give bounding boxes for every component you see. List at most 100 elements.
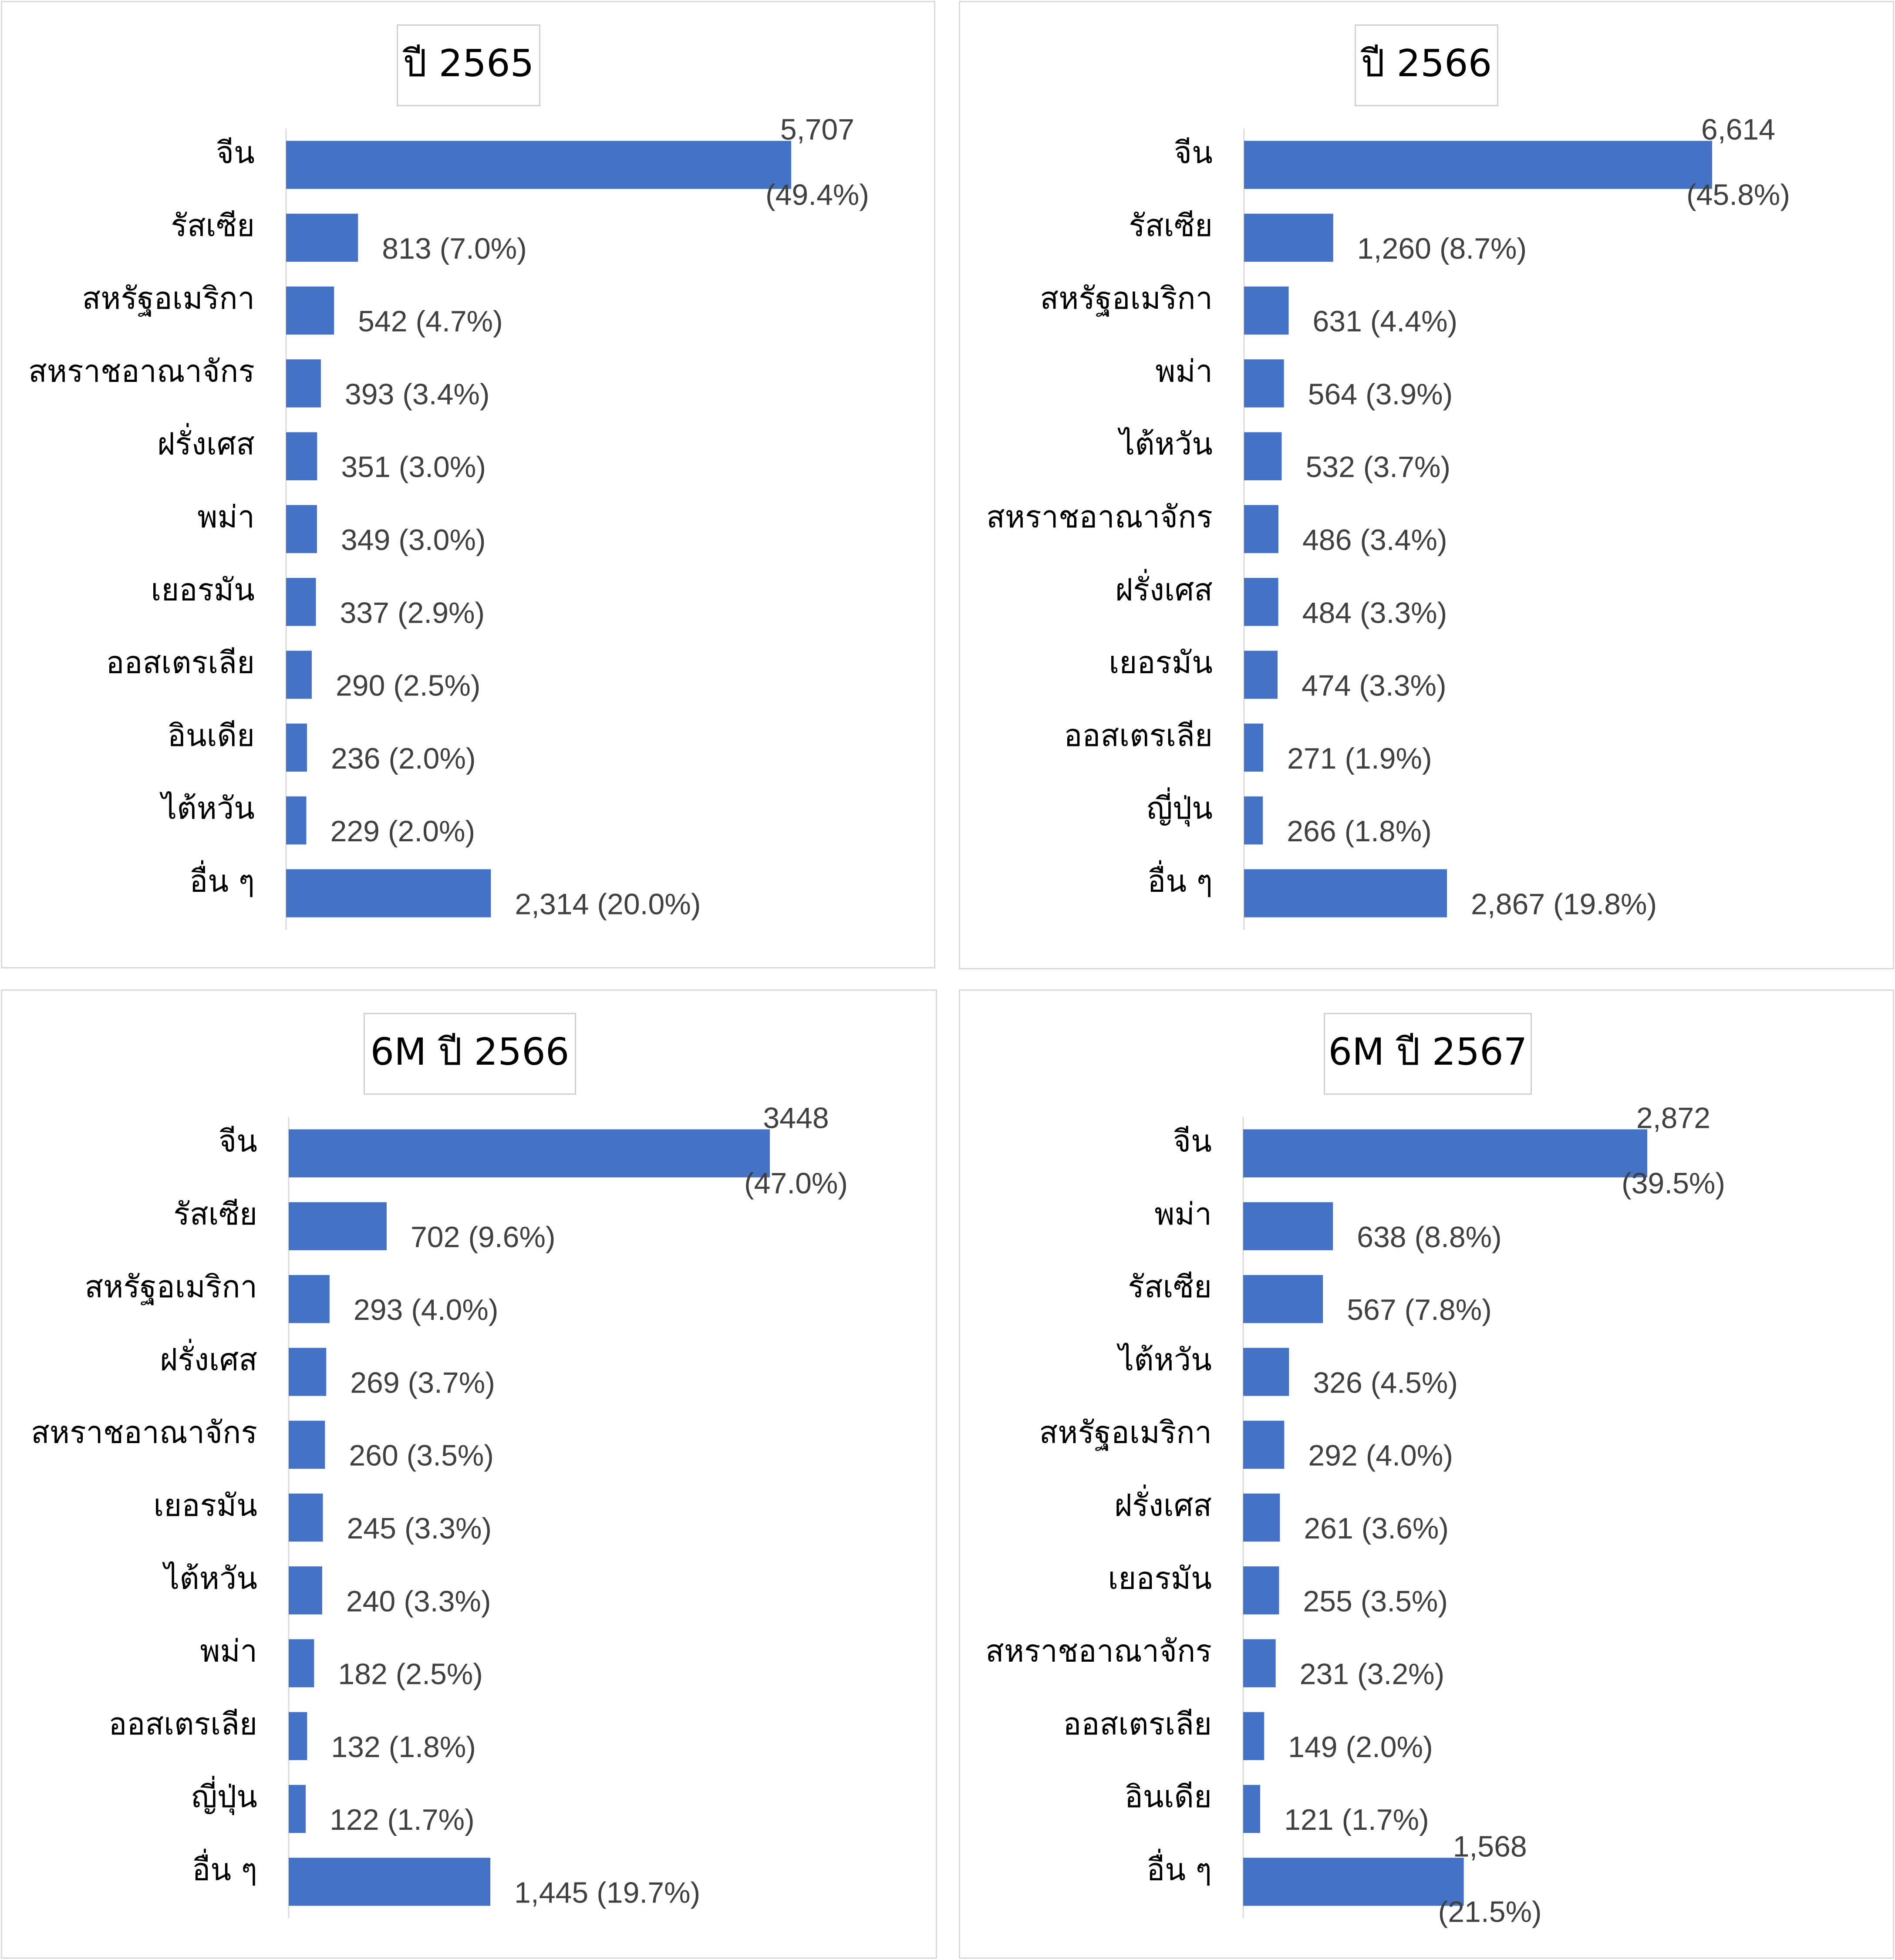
category-label: สหราชอาณาจักร: [985, 1633, 1212, 1669]
bar: [286, 505, 317, 553]
category-label: ญี่ปุ่น: [191, 1776, 257, 1815]
data-label: 266 (1.8%): [1287, 815, 1432, 848]
bar: [1244, 505, 1278, 553]
bar: [286, 432, 317, 480]
data-label: 149 (2.0%): [1288, 1731, 1433, 1764]
data-label-percent: (45.8%): [1686, 179, 1790, 212]
bar: [1243, 1275, 1323, 1323]
bar: [286, 141, 791, 189]
bar: [1243, 1129, 1647, 1177]
chart-title: 6M ปี 2566: [364, 1013, 576, 1095]
data-label: 260 (3.5%): [349, 1439, 494, 1472]
data-label: 542 (4.7%): [358, 305, 503, 338]
category-label: เยอรมัน: [151, 572, 255, 607]
bar: [1243, 1420, 1285, 1469]
bar: [289, 1202, 387, 1251]
bar: [1243, 1202, 1333, 1251]
category-label: จีน: [219, 1123, 257, 1159]
bar: [1244, 578, 1278, 626]
category-label: ออสเตรเลีย: [1063, 1706, 1212, 1742]
data-label: 236 (2.0%): [331, 742, 476, 775]
data-label: 813 (7.0%): [382, 232, 527, 265]
bar: [1244, 286, 1289, 335]
category-label: ออสเตรเลีย: [108, 1706, 257, 1742]
data-label: 337 (2.9%): [340, 596, 485, 629]
bar: [1243, 1639, 1276, 1687]
category-label: รัสเซีย: [1129, 208, 1213, 243]
data-label: 486 (3.4%): [1302, 523, 1447, 557]
chart-title: ปี 2565: [397, 24, 540, 106]
category-label: สหรัฐอเมริกา: [82, 280, 255, 317]
data-label: 484 (3.3%): [1302, 596, 1447, 629]
data-label-percent: (39.5%): [1622, 1167, 1725, 1200]
data-label: 1,445 (19.7%): [514, 1876, 700, 1909]
category-label: จีน: [216, 135, 255, 171]
data-label-percent: (49.4%): [765, 179, 869, 212]
category-label: อื่น ๆ: [1146, 1849, 1212, 1887]
category-label: ไต้หวัน: [1117, 426, 1213, 462]
bar-chart: จีน 5,707 (49.4%) รัสเซีย 813 (7.0%) สหรัฐอเม…: [28, 113, 869, 930]
bar: [1243, 1348, 1289, 1396]
category-label: ฝรั่งเศส: [157, 423, 255, 462]
data-label: 702 (9.6%): [411, 1221, 556, 1254]
category-label: เยอรมัน: [1108, 1560, 1212, 1596]
bar: [289, 1493, 323, 1542]
bar: [289, 1566, 322, 1615]
category-label: สหราชอาณาจักร: [986, 499, 1213, 535]
bar: [1244, 141, 1712, 189]
data-label: 532 (3.7%): [1305, 451, 1450, 484]
data-label: 261 (3.6%): [1304, 1512, 1449, 1545]
data-label: 271 (1.9%): [1287, 742, 1432, 775]
bar: [289, 1712, 307, 1761]
data-label: 326 (4.5%): [1313, 1366, 1458, 1399]
bar: [1244, 723, 1264, 772]
category-label: อื่น ๆ: [192, 1849, 257, 1887]
category-label: สหรัฐอเมริกา: [1039, 1415, 1212, 1451]
data-label: 229 (2.0%): [330, 815, 475, 848]
category-label: รัสเซีย: [1128, 1269, 1212, 1305]
category-label: รัสเซีย: [171, 208, 255, 243]
category-label: ออสเตรเลีย: [1064, 718, 1213, 753]
bar: [1244, 432, 1282, 480]
category-label: อินเดีย: [1125, 1779, 1212, 1815]
data-label: 1,260 (8.7%): [1357, 232, 1527, 265]
data-label: 292 (4.0%): [1308, 1439, 1453, 1472]
chart-panel-2566: ปี 2566 จีน 6,614 (45.8%) รัสเซีย 1,260 (8.7…: [959, 1, 1894, 969]
bar: [286, 723, 307, 772]
bar: [1243, 1493, 1280, 1542]
bar-chart: จีน 6,614 (45.8%) รัสเซีย 1,260 (8.7%) สหรัฐอ…: [986, 113, 1790, 930]
data-label: 2,314 (20.0%): [515, 887, 701, 921]
category-label: อื่น ๆ: [1147, 860, 1213, 899]
data-label: 393 (3.4%): [345, 378, 490, 411]
bar: [286, 651, 312, 699]
category-label: จีน: [1173, 1123, 1212, 1159]
bar: [289, 1129, 770, 1177]
data-label: 269 (3.7%): [350, 1366, 495, 1399]
bar: [1244, 796, 1263, 845]
bar: [286, 359, 321, 408]
bar: [289, 1639, 314, 1687]
chart-panel-6m-2566: 6M ปี 2566 จีน 3448 (47.0%) รัสเซีย 702 (9.6…: [1, 989, 937, 1959]
bar: [1244, 359, 1284, 408]
category-label: อินเดีย: [168, 718, 255, 753]
data-label: 474 (3.3%): [1302, 669, 1447, 702]
category-label: ญี่ปุ่น: [1146, 787, 1213, 827]
category-label: พม่า: [200, 1633, 257, 1669]
category-label: รัสเซีย: [173, 1196, 257, 1232]
category-label: ฝรั่งเศส: [160, 1339, 257, 1377]
bar: [289, 1785, 306, 1833]
bar: [1244, 651, 1278, 699]
bar: [289, 1275, 330, 1323]
bar: [286, 578, 316, 626]
data-label: 182 (2.5%): [338, 1658, 483, 1691]
category-label: จีน: [1174, 135, 1213, 171]
bar-chart: จีน 2,872 (39.5%) พม่า 638 (8.8%) รัสเซีย 567 …: [985, 1102, 1725, 1929]
category-label: ออสเตรเลีย: [106, 645, 255, 681]
category-label: อื่น ๆ: [189, 860, 255, 899]
data-label: 2,872: [1636, 1102, 1710, 1135]
bar: [286, 869, 491, 918]
bar: [289, 1858, 491, 1906]
bar: [1244, 869, 1447, 918]
bar: [1244, 213, 1333, 262]
data-label: 349 (3.0%): [341, 523, 486, 557]
